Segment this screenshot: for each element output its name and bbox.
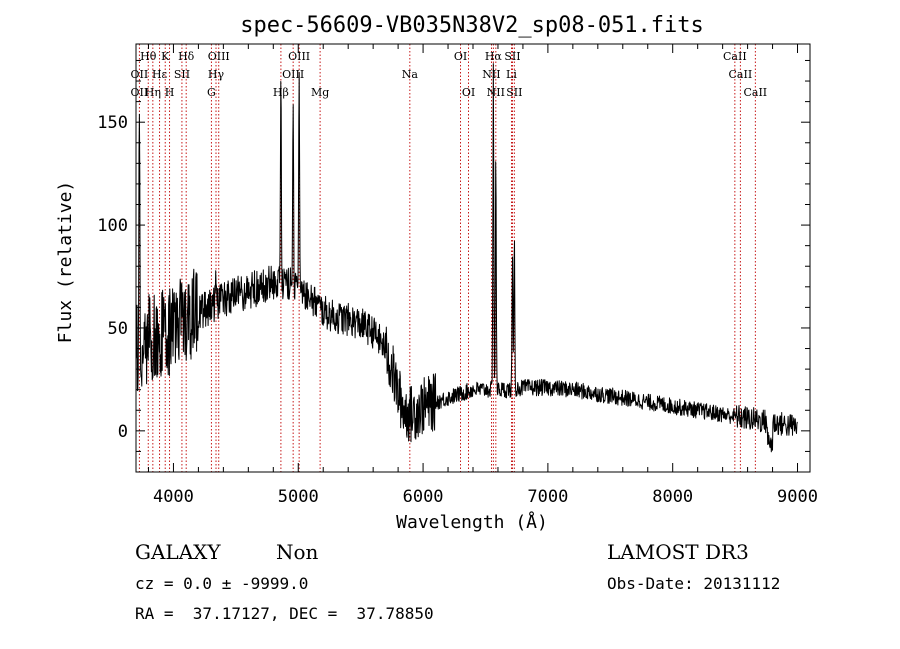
- line-label: SII: [506, 86, 522, 99]
- line-label: CaII: [723, 50, 747, 63]
- axes: 4000 5000 6000 7000 8000 9000 0 50 100 150: [97, 44, 818, 507]
- y-tick-label: 50: [108, 319, 128, 339]
- line-label: Li: [506, 68, 517, 81]
- line-label: Mg: [311, 86, 329, 99]
- line-label: OI: [462, 86, 475, 99]
- chart-title: spec-56609-VB035N38V2_sp08-051.fits: [240, 13, 704, 38]
- line-label: NII: [487, 86, 505, 99]
- line-label: Hδ: [178, 50, 195, 63]
- line-label: K: [161, 50, 170, 63]
- line-label: Hη: [145, 86, 161, 99]
- line-label: OII: [131, 86, 149, 99]
- ra-dec-coords: RA = 37.17127, DEC = 37.78850: [135, 604, 434, 623]
- line-label: Hα: [485, 50, 503, 63]
- spectrum: [135, 63, 798, 453]
- line-label: OIII: [282, 68, 304, 81]
- line-label: Hε: [152, 68, 168, 81]
- line-label: NII: [482, 68, 500, 81]
- line-label: OI: [454, 50, 467, 63]
- line-label: CaII: [729, 68, 753, 81]
- x-tick-label: 8000: [652, 487, 693, 507]
- survey-name: LAMOST DR3: [607, 540, 749, 564]
- y-tick-label: 0: [118, 422, 128, 442]
- line-label: G: [207, 86, 216, 99]
- line-label: SII: [174, 68, 190, 81]
- line-label: H: [165, 86, 175, 99]
- line-label: SII: [504, 50, 520, 63]
- line-label: Hγ: [208, 68, 225, 81]
- x-tick-label: 4000: [153, 487, 194, 507]
- obs-date: Obs-Date: 20131112: [607, 574, 781, 593]
- plot-frame: [135, 43, 811, 473]
- y-tick-label: 100: [97, 216, 128, 236]
- line-label: OII: [131, 68, 149, 81]
- y-tick-label: 150: [97, 113, 128, 133]
- x-tick-label: 6000: [403, 487, 444, 507]
- line-label: CaII: [743, 86, 767, 99]
- x-tick-label: 7000: [527, 487, 568, 507]
- line-label: OIII: [288, 50, 310, 63]
- line-label: Hθ: [140, 50, 157, 63]
- spectrum-line: [135, 63, 798, 453]
- line-label: OIII: [208, 50, 230, 63]
- x-tick-label: 5000: [278, 487, 319, 507]
- y-axis-label: Flux (relative): [55, 181, 76, 344]
- x-tick-label: 9000: [777, 487, 818, 507]
- object-subclass: Non: [276, 540, 319, 564]
- redshift-cz: cz = 0.0 ± -9999.0: [135, 574, 309, 593]
- line-label: Na: [402, 68, 419, 81]
- x-axis-label: Wavelength (Å): [396, 511, 548, 533]
- object-class: GALAXY: [135, 540, 221, 564]
